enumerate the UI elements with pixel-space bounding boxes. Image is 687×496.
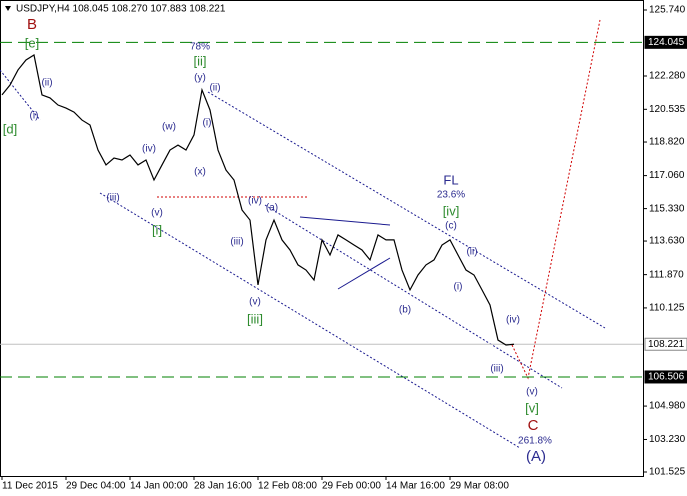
wave-label: (y) — [194, 73, 206, 84]
wave-label: (v) — [526, 387, 538, 398]
y-tick-label: 111.870 — [649, 269, 684, 280]
x-tick-label: 11 Dec 2015 — [2, 481, 58, 492]
wave-label: (iii) — [230, 237, 243, 248]
wave-label: (i) — [30, 111, 39, 122]
wave-label: FL — [443, 172, 458, 187]
wave-label: [ii] — [194, 53, 207, 68]
y-tick-label: 125.740 — [649, 5, 686, 16]
channel-left — [0, 69, 41, 121]
x-tick-label: 14 Mar 16:00 — [386, 481, 445, 492]
level-label: 106.506 — [648, 372, 685, 383]
y-tick-label: 120.535 — [649, 104, 686, 115]
y-tick-label: 122.280 — [649, 71, 686, 82]
wave-label: [i] — [152, 222, 162, 237]
wave-label: (ii) — [209, 83, 220, 94]
wave-label: (v) — [249, 297, 261, 308]
wave-label: (ii) — [466, 247, 477, 258]
wave-label: (a) — [266, 203, 278, 214]
wave-label: (iii) — [106, 193, 119, 204]
x-tick-label: 29 Mar 08:00 — [450, 481, 509, 492]
wave-label: B — [27, 16, 37, 33]
y-tick-label: 117.060 — [649, 170, 685, 181]
x-tick-label: 12 Feb 08:00 — [258, 481, 317, 492]
wave-label: (v) — [151, 208, 163, 219]
wave-label: (w) — [162, 122, 176, 133]
x-tick-label: 29 Feb 00:00 — [322, 481, 381, 492]
wave-label: (ii) — [41, 78, 52, 89]
triangle-top — [299, 216, 391, 226]
wave-label: [iv] — [443, 203, 460, 218]
triangle-bottom — [337, 257, 391, 290]
x-tick-label: 29 Dec 04:00 — [66, 481, 126, 492]
projection — [511, 19, 601, 380]
y-tick-label: 101.525 — [649, 467, 686, 478]
wave-label: (iv) — [506, 315, 520, 326]
chart-title: USDJPY,H4 108.045 108.270 107.883 108.22… — [16, 4, 226, 15]
wave-label: 261.8% — [518, 436, 552, 447]
wave-label: [v] — [525, 400, 539, 415]
level-label: 124.045 — [648, 37, 685, 48]
wave-lines — [0, 19, 606, 449]
channel-lower — [99, 192, 521, 449]
level-label-box — [644, 337, 687, 351]
wave-label: [e] — [25, 35, 39, 50]
wave-label: (iv) — [142, 144, 156, 155]
wave-label: (i) — [203, 118, 212, 129]
wave-label: (iv) — [248, 196, 262, 207]
price-line — [1, 54, 515, 346]
y-tick-label: 103.230 — [649, 434, 686, 445]
y-tick-label: 113.630 — [649, 236, 685, 247]
x-tick-label: 14 Jan 00:00 — [130, 481, 188, 492]
symbol-icon — [5, 6, 11, 11]
wave-label: [d] — [3, 121, 17, 136]
wave-label: (i) — [454, 282, 463, 293]
wave-label: [iii] — [247, 311, 263, 326]
x-tick-label: 28 Jan 16:00 — [194, 481, 252, 492]
wave-label: (iii) — [490, 364, 503, 375]
wave-label: 78% — [190, 42, 210, 53]
wave-label: 23.6% — [437, 190, 465, 201]
level-label-box — [644, 35, 687, 49]
level-label-box — [644, 370, 687, 384]
y-tick-label: 118.820 — [649, 137, 685, 148]
wave-label: (c) — [445, 221, 457, 232]
wave-label: (A) — [526, 448, 546, 465]
level-label: 108.221 — [648, 339, 685, 350]
wave-label: C — [528, 417, 539, 434]
wave-label: (x) — [194, 167, 206, 178]
wave-label: (b) — [399, 305, 411, 316]
y-tick-label: 115.330 — [649, 203, 685, 214]
y-tick-label: 110.125 — [649, 303, 685, 314]
y-tick-label: 104.980 — [649, 401, 686, 412]
channel-upper — [207, 91, 606, 329]
